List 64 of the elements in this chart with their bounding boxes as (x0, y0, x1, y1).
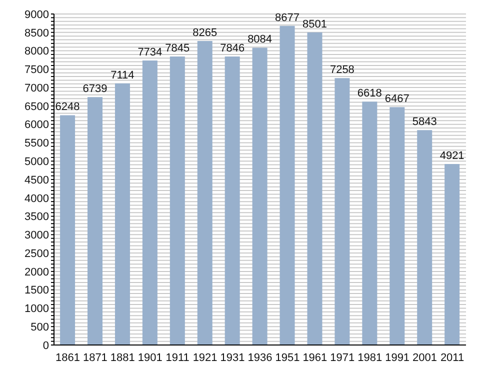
x-tick-label: 1911 (166, 352, 190, 364)
y-tick-label: 7000 (24, 82, 49, 94)
y-tick-label: 2000 (24, 266, 49, 278)
x-tick-label: 1951 (275, 352, 300, 364)
bar (60, 115, 76, 345)
y-tick-label: 3000 (24, 230, 49, 242)
data-label: 7258 (330, 64, 354, 76)
y-tick-label: 5500 (24, 138, 49, 150)
y-tick-label: 6000 (24, 119, 49, 132)
x-tick-label: 1961 (302, 352, 328, 364)
data-label: 8501 (302, 18, 327, 30)
x-tick-label: 1971 (330, 352, 355, 364)
bar (390, 107, 405, 345)
bar (417, 130, 432, 345)
bar (170, 56, 185, 345)
x-tick-label: 2011 (440, 352, 464, 364)
bar (88, 97, 103, 345)
x-tick-label: 1861 (55, 352, 80, 364)
data-label: 7734 (138, 46, 162, 59)
y-tick-label: 0 (42, 340, 49, 352)
y-tick-label: 9000 (24, 8, 49, 21)
y-tick-label: 500 (30, 322, 49, 334)
bar (252, 48, 268, 345)
data-label: 8265 (192, 27, 218, 40)
bar (224, 56, 240, 345)
bar (444, 164, 460, 345)
y-tick-label: 4500 (24, 174, 49, 186)
x-tick-label: 2001 (412, 352, 438, 364)
y-tick-label: 4000 (24, 192, 49, 205)
data-label: 8084 (248, 34, 272, 46)
bar (307, 32, 322, 345)
y-tick-label: 8500 (24, 27, 49, 40)
x-tick-label: 1991 (385, 352, 410, 364)
bar (142, 60, 158, 345)
bar (197, 41, 212, 345)
data-label: 6618 (357, 88, 382, 100)
bar (114, 83, 130, 345)
data-label: 6739 (82, 83, 108, 96)
data-label: 6467 (384, 93, 410, 106)
data-label: 6248 (55, 101, 80, 114)
bar (362, 102, 378, 345)
data-label: 7114 (110, 69, 134, 82)
x-tick-label: 1936 (248, 352, 272, 364)
data-label: 5843 (412, 116, 437, 128)
x-tick-label: 1881 (110, 352, 135, 364)
bar (334, 78, 350, 345)
x-tick-label: 1981 (358, 352, 382, 364)
y-tick-label: 8000 (24, 46, 49, 58)
data-label: 7845 (165, 42, 190, 54)
y-tick-label: 7500 (24, 64, 49, 76)
y-tick-label: 1000 (24, 303, 49, 316)
data-label: 7846 (220, 42, 245, 54)
data-label: 8677 (275, 12, 300, 24)
y-tick-label: 6500 (24, 100, 49, 113)
y-tick-label: 3500 (24, 211, 49, 224)
bar (280, 26, 295, 345)
x-tick-label: 1921 (192, 352, 218, 364)
data-label: 4921 (440, 150, 464, 162)
x-tick-label: 1931 (220, 352, 245, 364)
y-tick-label: 2500 (24, 248, 49, 260)
y-tick-label: 1500 (24, 284, 49, 297)
x-tick-label: 1871 (82, 352, 108, 364)
x-tick-label: 1901 (138, 352, 162, 364)
y-tick-label: 5000 (24, 156, 49, 168)
